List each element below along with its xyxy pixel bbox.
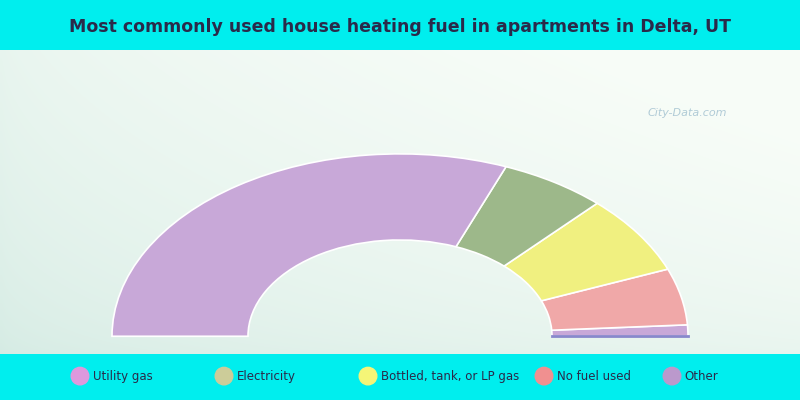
Text: Other: Other [685, 370, 718, 382]
Wedge shape [456, 167, 597, 266]
Wedge shape [552, 325, 688, 336]
Ellipse shape [215, 367, 233, 385]
Ellipse shape [71, 367, 89, 385]
Wedge shape [112, 154, 506, 336]
Text: City-Data.com: City-Data.com [648, 108, 727, 118]
Text: Electricity: Electricity [237, 370, 296, 382]
Wedge shape [504, 203, 668, 301]
Text: Utility gas: Utility gas [93, 370, 153, 382]
Ellipse shape [663, 367, 681, 385]
Text: No fuel used: No fuel used [557, 370, 631, 382]
Wedge shape [542, 269, 687, 330]
Ellipse shape [359, 367, 377, 385]
Ellipse shape [535, 367, 553, 385]
Text: Most commonly used house heating fuel in apartments in Delta, UT: Most commonly used house heating fuel in… [69, 18, 731, 36]
Text: Bottled, tank, or LP gas: Bottled, tank, or LP gas [381, 370, 519, 382]
